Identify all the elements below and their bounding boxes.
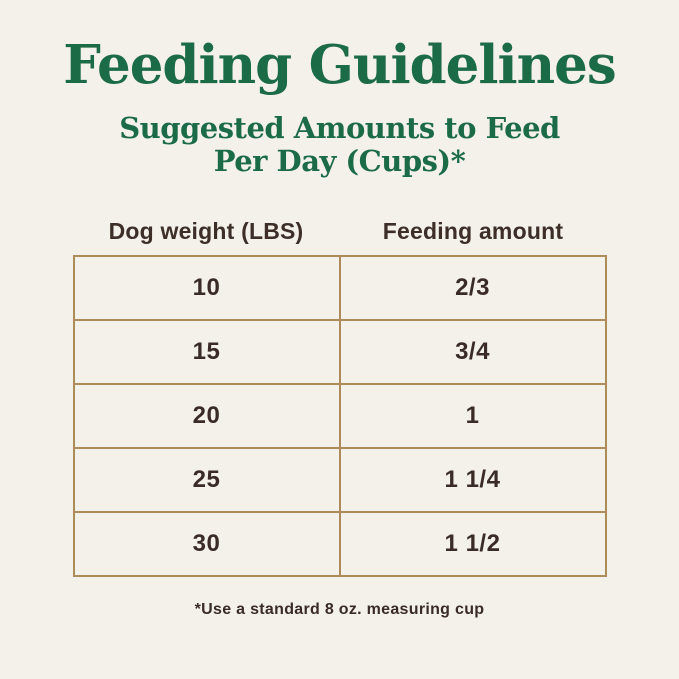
subtitle-line-2: Per Day (Cups)*: [213, 143, 466, 178]
feeding-amount-cell: 1 1/2: [338, 511, 607, 578]
feeding-table: 10 2/3 15 3/4 20 1 25 1 1/4 30 1 1/2: [72, 255, 607, 578]
table-row: 10 2/3: [72, 255, 607, 322]
page-subtitle: Suggested Amounts to Feed Per Day (Cups)*: [0, 110, 679, 179]
feeding-amount-cell: 3/4: [338, 319, 607, 386]
page-title: Feeding Guidelines: [63, 34, 616, 96]
dog-weight-cell: 30: [72, 511, 341, 578]
dog-weight-cell: 20: [72, 383, 341, 450]
table-row: 25 1 1/4: [72, 447, 607, 514]
table-row: 15 3/4: [72, 319, 607, 386]
feeding-table-section: Dog weight (LBS) Feeding amount 10 2/3 1…: [72, 218, 607, 619]
feeding-amount-cell: 2/3: [338, 255, 607, 322]
subtitle-line-1: Suggested Amounts to Feed: [119, 110, 560, 145]
measuring-cup-footnote: *Use a standard 8 oz. measuring cup: [194, 601, 485, 619]
table-column-headers: Dog weight (LBS) Feeding amount: [73, 218, 607, 245]
table-row: 20 1: [72, 383, 607, 450]
dog-weight-cell: 25: [72, 447, 341, 514]
dog-weight-cell: 10: [72, 255, 341, 322]
feeding-amount-cell: 1 1/4: [338, 447, 607, 514]
table-row: 30 1 1/2: [72, 511, 607, 578]
column-header-feeding-amount: Feeding amount: [382, 218, 564, 245]
dog-weight-cell: 15: [72, 319, 341, 386]
column-header-dog-weight: Dog weight (LBS): [108, 218, 304, 245]
feeding-amount-cell: 1: [338, 383, 607, 450]
